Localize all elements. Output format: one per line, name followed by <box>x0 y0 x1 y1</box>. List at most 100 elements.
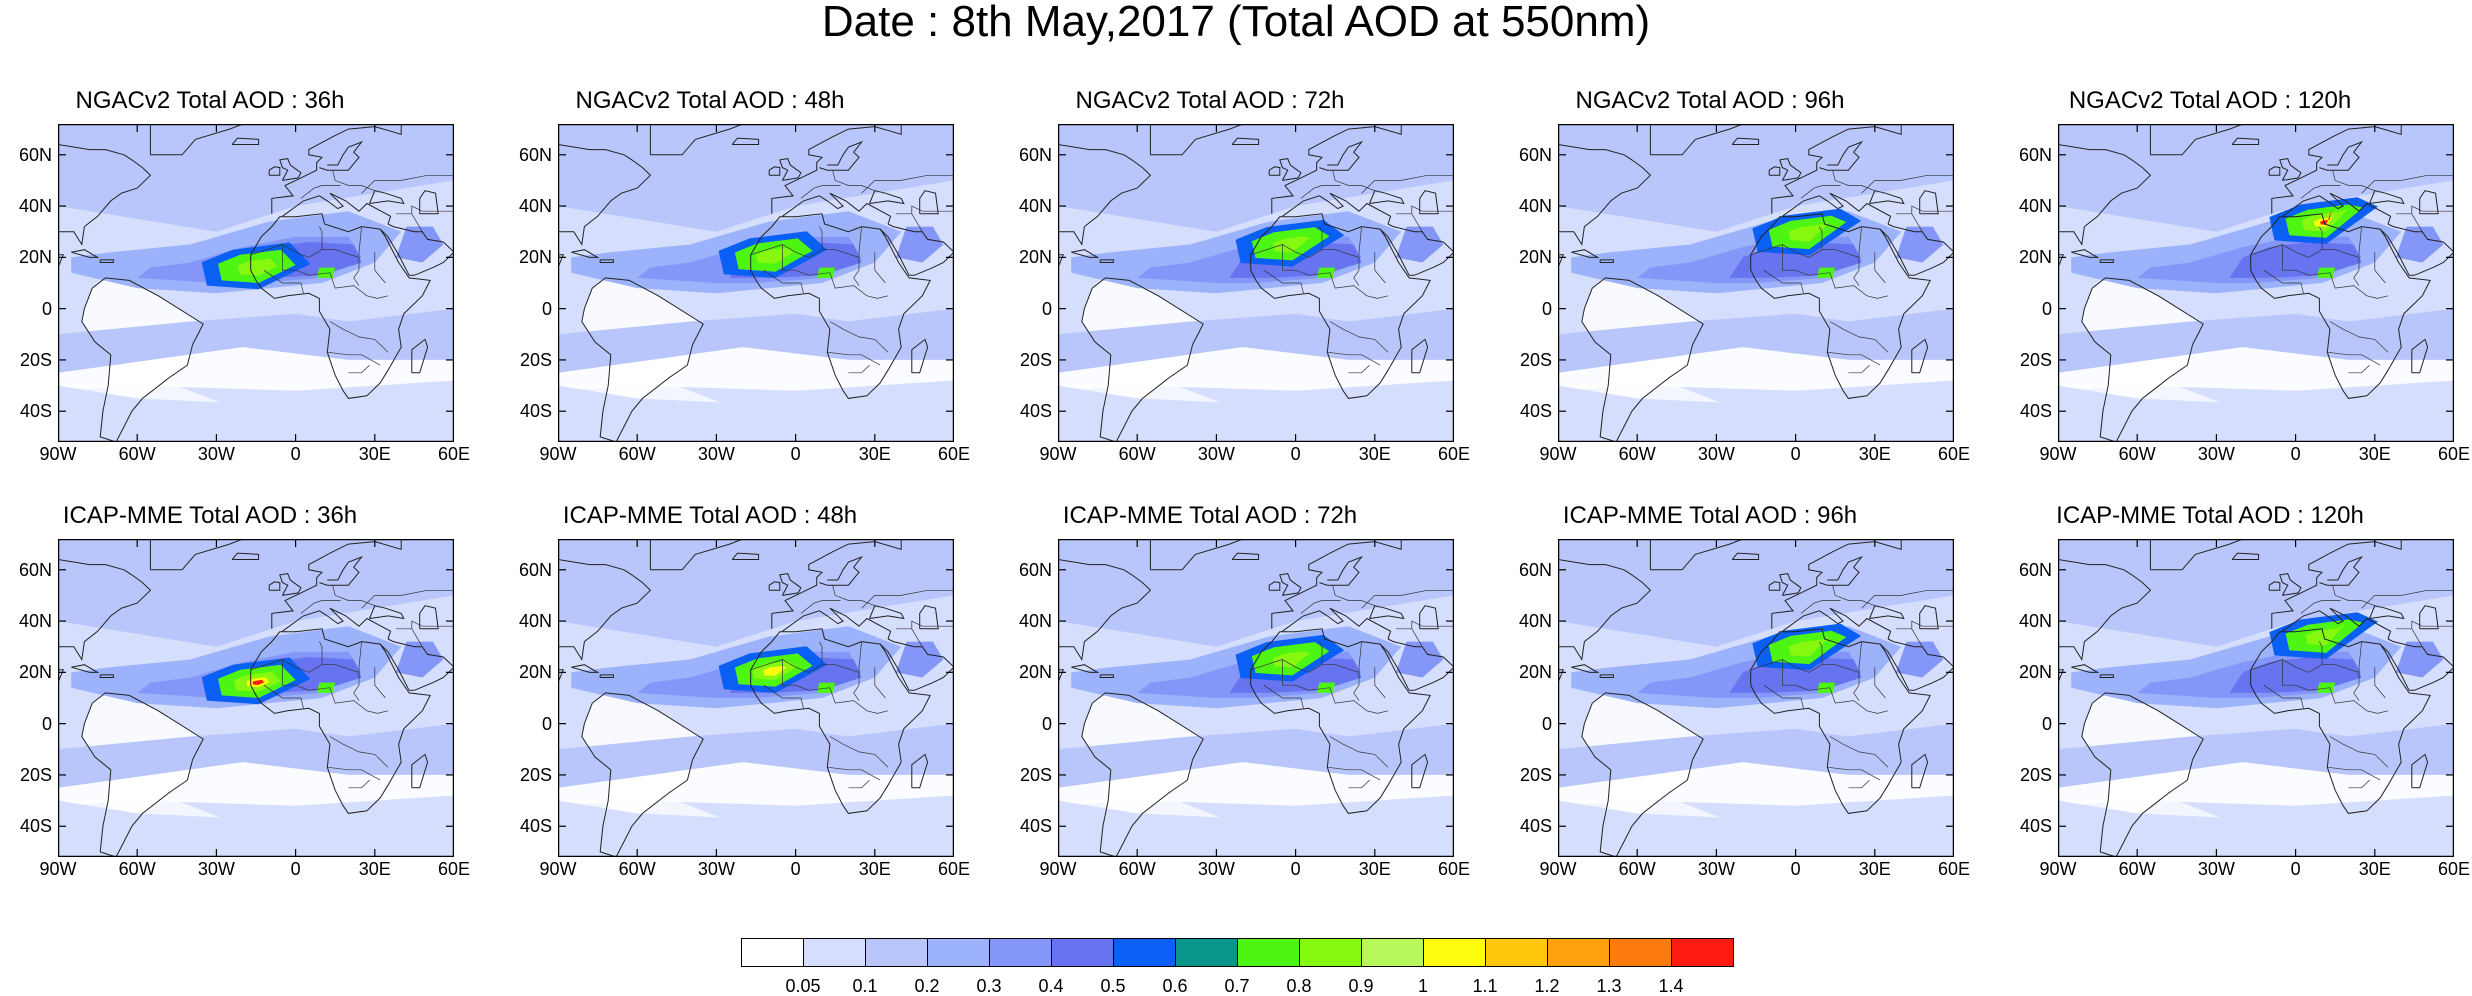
lat-tick-label: 0 <box>1041 298 1052 319</box>
colorbar-swatch <box>927 938 990 967</box>
aod-map-svg <box>558 539 954 857</box>
lon-tick-label: 0 <box>790 444 801 464</box>
lon-tick-label: 60W <box>2118 444 2156 464</box>
lat-tick-label: 40N <box>1018 611 1052 632</box>
colorbar-swatch <box>1547 938 1610 967</box>
aod-contour <box>1558 800 1954 857</box>
lat-tick-label: 0 <box>1541 713 1552 734</box>
coastline <box>649 124 743 156</box>
coastline <box>282 607 392 640</box>
lon-tick-label: 30E <box>358 859 391 879</box>
coastline <box>771 124 902 214</box>
lon-tick-label: 0 <box>790 859 801 879</box>
aod-contour <box>237 258 278 276</box>
coastline <box>2268 166 2281 176</box>
coastline <box>2099 674 2114 678</box>
border <box>874 667 886 699</box>
lat-tick-label: 40N <box>1018 196 1052 217</box>
border <box>829 321 889 353</box>
map-frame <box>2058 124 2454 442</box>
border <box>819 641 823 665</box>
colorbar-swatch <box>741 938 804 967</box>
border <box>1782 244 1889 299</box>
lon-tick-label: 60E <box>937 859 971 879</box>
border <box>353 672 360 701</box>
aod-contour <box>1558 308 1954 373</box>
lon-tick-label: 60W <box>2118 859 2156 879</box>
border <box>1861 589 1954 609</box>
colorbar-swatch <box>1237 938 1300 967</box>
aod-contour <box>58 385 454 442</box>
border <box>1853 257 1860 286</box>
aod-contour <box>2058 800 2454 857</box>
border <box>1329 321 1389 353</box>
border <box>282 659 389 714</box>
coastline <box>1782 607 1892 640</box>
aod-map-svg <box>1558 124 1954 442</box>
coastline <box>1819 555 1864 586</box>
coastline <box>2231 137 2260 145</box>
panel-title: NGACv2 Total AOD : 72h <box>1075 87 1345 114</box>
colorbar-label: 0.05 <box>785 976 821 996</box>
coastline <box>1071 664 1100 673</box>
border <box>348 779 370 789</box>
coastline <box>1058 144 1152 268</box>
lat-tick-label: 0 <box>41 713 52 734</box>
border <box>848 364 870 374</box>
lat-tick-label: 20N <box>18 247 52 268</box>
border <box>2300 600 2341 614</box>
coastline <box>279 573 302 596</box>
aod-contour <box>2395 226 2444 263</box>
lat-tick-label: 0 <box>41 298 52 319</box>
lat-tick-label: 40N <box>18 611 52 632</box>
coastline <box>1099 674 1114 678</box>
border <box>832 170 875 192</box>
border <box>1800 185 1841 199</box>
colorbar-label: 1.2 <box>1534 976 1560 996</box>
lat-tick-label: 20S <box>1519 349 1552 370</box>
colorbar-swatch <box>1361 938 1424 967</box>
coastline <box>558 559 652 683</box>
aod-contour <box>1895 226 1944 263</box>
map-frame <box>2058 539 2454 857</box>
coastline <box>58 559 152 683</box>
panel-title: ICAP-MME Total AOD : 36h <box>62 502 358 529</box>
border <box>750 641 862 673</box>
border <box>832 585 875 607</box>
lon-tick-label: 0 <box>290 859 301 879</box>
aod-contour <box>1058 723 1454 788</box>
border <box>327 351 381 366</box>
aod-map <box>558 539 954 857</box>
border <box>353 257 360 286</box>
border <box>250 641 362 673</box>
aod-map-svg <box>2058 539 2454 857</box>
border <box>263 269 304 294</box>
border <box>2348 779 2370 789</box>
coastline <box>581 692 704 857</box>
colorbar-label: 1.3 <box>1596 976 1622 996</box>
border <box>1300 600 1341 614</box>
coastline <box>250 628 431 814</box>
coastline <box>1819 140 1864 171</box>
border <box>2282 244 2389 299</box>
border <box>1250 641 1362 673</box>
border <box>2353 257 2360 286</box>
border <box>1853 672 1860 701</box>
map-frame <box>1058 539 1454 857</box>
coastline <box>1911 338 1929 374</box>
map-frame <box>58 124 454 442</box>
border <box>1353 672 1360 701</box>
coastline <box>869 605 905 620</box>
coastline <box>1282 607 1392 640</box>
lat-tick-label: 20N <box>2018 662 2052 683</box>
lat-tick-label: 0 <box>2041 298 2052 319</box>
border <box>2319 641 2323 665</box>
lon-tick-label: 90W <box>2039 859 2077 879</box>
aod-contour <box>395 226 444 263</box>
lon-tick-label: 90W <box>39 859 77 879</box>
lat-tick-label: 0 <box>1041 713 1052 734</box>
colorbar-label: 0.4 <box>1038 976 1064 996</box>
lon-tick-label: 90W <box>39 444 77 464</box>
aod-contour <box>816 682 836 693</box>
colorbar-label: 0.8 <box>1286 976 1312 996</box>
